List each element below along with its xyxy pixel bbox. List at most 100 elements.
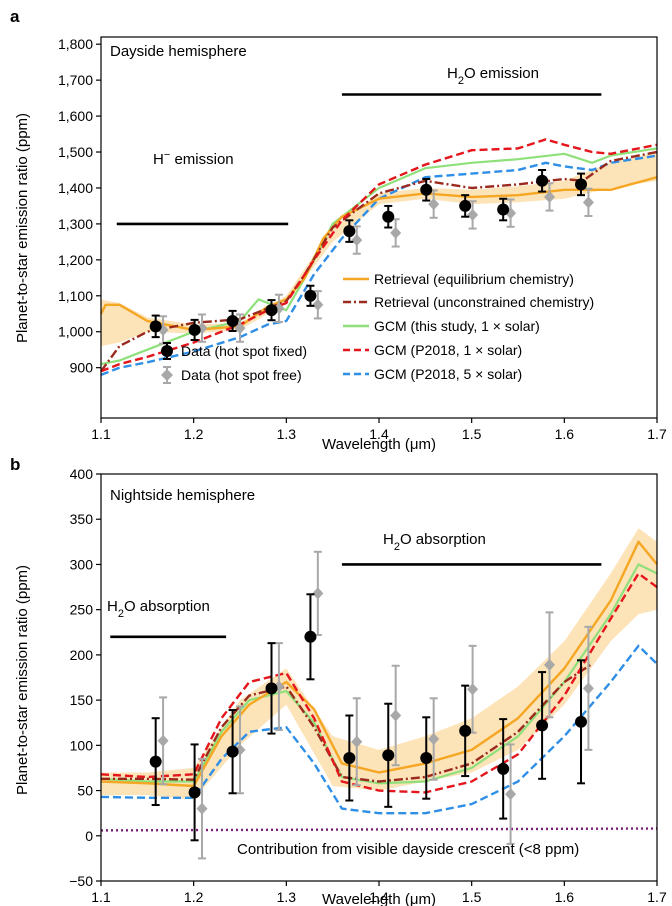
data-point-free	[234, 313, 246, 343]
panel-b-title: Nightside hemisphere	[110, 487, 255, 504]
y-tick-label: 1,300	[58, 216, 93, 232]
x-tick-label: 1.2	[184, 426, 204, 442]
panel-a-bars	[116, 93, 602, 226]
y-tick-label: 1,200	[58, 252, 93, 268]
x-tick-label: 1.7	[647, 426, 667, 442]
x-tick-label: 1.7	[647, 889, 667, 905]
panel-b-letter: b	[10, 455, 20, 474]
data-point-free	[467, 644, 479, 734]
x-tick-label: 1.6	[555, 889, 575, 905]
panel-b-xlabel: Wavelength (μm)	[322, 891, 436, 906]
x-tick-label: 1.4	[369, 426, 389, 442]
series-gcm-this	[100, 147, 658, 366]
data-point-fixed	[226, 309, 239, 333]
data-point-free	[544, 182, 556, 212]
panel-a-xlabel: Wavelength (μm)	[322, 436, 436, 453]
y-tick-label: 350	[70, 511, 94, 527]
y-tick-label: 1,700	[58, 72, 93, 88]
x-tick-label: 1.6	[555, 426, 575, 442]
data-point-free	[428, 189, 440, 219]
data-point-free	[273, 642, 285, 731]
data-point-fixed	[149, 717, 162, 807]
data-point-free	[312, 290, 324, 320]
y-tick-label: 50	[77, 783, 93, 799]
x-tick-label: 1.3	[277, 426, 297, 442]
data-point-fixed	[304, 284, 317, 307]
y-tick-label: 300	[70, 556, 94, 572]
data-point-fixed	[575, 172, 588, 197]
data-point-free	[582, 187, 594, 217]
x-tick-label: 1.2	[184, 889, 204, 905]
y-tick-label: 1,000	[58, 324, 93, 340]
retrieval-uncertainty-band	[101, 528, 657, 800]
x-tick-label: 1.1	[91, 426, 111, 442]
data-point-free	[390, 218, 402, 248]
panel-b-h2o-label: H2O absorption	[383, 531, 486, 553]
series-gcm-p5	[100, 154, 658, 377]
y-tick-label: 1,500	[58, 144, 93, 160]
panel-b-bars	[110, 563, 602, 639]
legend-data-free: Data (hot spot free)	[181, 367, 302, 383]
panel-b-y-ticks: −50 0 50 100 150 200 250 300 350 400	[69, 466, 101, 889]
panel-b-h2o-left-label: H2O absorption	[107, 598, 210, 620]
y-tick-label: 100	[70, 737, 94, 753]
legend-retrieval-eq: Retrieval (equilibrium chemistry)	[374, 271, 574, 287]
data-point-fixed	[304, 593, 317, 681]
series-crescent	[100, 827, 658, 832]
data-point-fixed	[575, 659, 588, 785]
legend-retrieval-unc: Retrieval (unconstrained chemistry)	[374, 294, 594, 310]
data-point-fixed	[497, 197, 510, 222]
data-point-fixed	[343, 714, 356, 802]
data-point-free	[505, 198, 517, 228]
y-tick-label: 400	[70, 466, 94, 482]
data-point-fixed	[265, 642, 278, 735]
panel-a-ylabel: Planet-to-star emission ratio (ppm)	[14, 113, 31, 343]
data-point-free	[390, 664, 402, 767]
data-point-fixed	[188, 318, 201, 342]
data-point-free	[312, 550, 324, 636]
legend-swatch-data-free	[161, 366, 173, 384]
panel-a-band	[101, 152, 657, 347]
data-point-free	[582, 625, 594, 751]
data-point-fixed	[188, 743, 201, 842]
panel-b-points	[149, 550, 594, 860]
panel-b-ylabel: Planet-to-star emission ratio (ppm)	[14, 565, 31, 795]
panel-b-x-ticks: 1.1 1.2 1.3 1.4 1.5 1.6 1.7	[91, 881, 667, 905]
y-tick-label: 200	[70, 647, 94, 663]
data-point-free	[351, 697, 363, 787]
y-tick-label: 0	[85, 828, 93, 844]
panel-a-y-ticks: 900 1,000 1,100 1,200 1,300 1,400 1,500 1,600 1,…	[58, 36, 101, 376]
x-tick-label: 1.3	[277, 889, 297, 905]
x-tick-label: 1.4	[369, 889, 389, 905]
series-gcm-p1	[100, 138, 658, 373]
panel-a-letter: a	[10, 7, 20, 26]
series-retrieval-unc	[100, 150, 658, 373]
panel-a-series	[99, 138, 658, 377]
y-tick-label: 1,800	[58, 36, 93, 52]
panel-b-crescent-label: Contribution from visible dayside cresce…	[237, 841, 579, 858]
data-point-free	[196, 757, 208, 860]
legend-gcm-p5: GCM (P2018, 5 × solar)	[374, 366, 522, 382]
panel-a-legend: Retrieval (equilibrium chemistry) Retrie…	[161, 271, 594, 384]
y-tick-label: 1,600	[58, 108, 93, 124]
data-point-free	[428, 697, 440, 781]
y-tick-label: 900	[70, 360, 94, 376]
panel-a-h2o-label: H2O emission	[447, 65, 539, 87]
data-point-free	[351, 225, 363, 255]
data-point-fixed	[382, 204, 395, 229]
panel-b-band	[101, 528, 657, 800]
legend-gcm-p1: GCM (P2018, 1 × solar)	[374, 342, 522, 358]
legend-data-fixed: Data (hot spot fixed)	[181, 343, 307, 359]
data-point-free	[157, 696, 169, 786]
data-point-fixed	[420, 177, 433, 202]
data-point-fixed	[459, 684, 472, 778]
data-point-free	[505, 743, 517, 845]
data-point-fixed	[149, 314, 162, 339]
x-tick-label: 1.1	[91, 889, 111, 905]
data-point-fixed	[459, 194, 472, 218]
legend-gcm-this: GCM (this study, 1 × solar)	[374, 318, 540, 334]
retrieval-uncertainty-band	[101, 152, 657, 347]
panel-a-hminus-label: H− emission	[153, 149, 234, 168]
